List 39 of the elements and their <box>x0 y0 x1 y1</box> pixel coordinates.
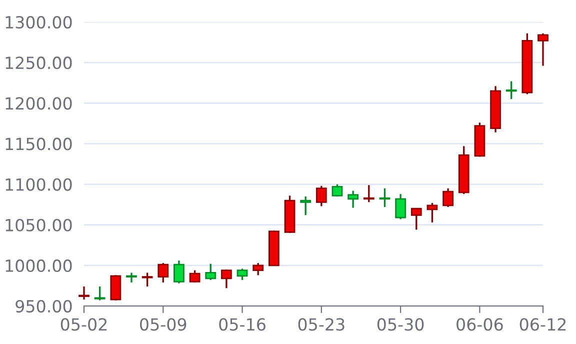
candlestick <box>205 262 216 281</box>
x-tick-label: 05-16 <box>219 318 266 331</box>
candlestick <box>94 286 106 302</box>
candlestick <box>395 193 406 220</box>
x-tick-label: 06-06 <box>456 318 503 331</box>
candlestick <box>126 272 137 284</box>
candlestick <box>379 188 390 208</box>
candlestick <box>110 274 122 302</box>
candlestick <box>426 202 438 224</box>
candlestick <box>348 190 359 209</box>
candlestick <box>78 286 90 300</box>
x-tick-label: 05-02 <box>60 318 107 331</box>
candlestick <box>174 260 184 284</box>
candlestick <box>442 188 454 208</box>
candlestick <box>363 184 374 203</box>
x-tick-label: 05-23 <box>298 318 344 331</box>
candlestick <box>252 262 264 276</box>
candlestick <box>158 262 169 284</box>
candlestick <box>410 208 422 231</box>
candlestick <box>142 272 153 288</box>
y-tick-label: 1050.00 <box>6 218 72 232</box>
candlestick <box>189 269 200 284</box>
y-tick-label: 1200.00 <box>6 97 72 110</box>
y-tick-label: 1100.00 <box>6 178 72 191</box>
y-tick-label: 1150.00 <box>6 138 72 150</box>
y-tick-label: 1300.00 <box>6 16 72 29</box>
candlestick <box>506 80 517 100</box>
candlestick <box>316 185 327 208</box>
candlestick <box>236 268 248 281</box>
x-tick-label: 05-09 <box>140 318 186 331</box>
x-tick-label: 05-30 <box>377 318 424 331</box>
x-tick-label: 06-12 <box>520 318 566 331</box>
candlestick <box>221 268 232 289</box>
y-tick-label: 950.00 <box>16 300 72 313</box>
candlestick <box>538 32 548 67</box>
y-tick-label: 1000.00 <box>6 259 72 272</box>
y-tick-label: 1250.00 <box>6 56 72 70</box>
candlestick <box>332 183 343 198</box>
candlestick <box>300 196 312 216</box>
